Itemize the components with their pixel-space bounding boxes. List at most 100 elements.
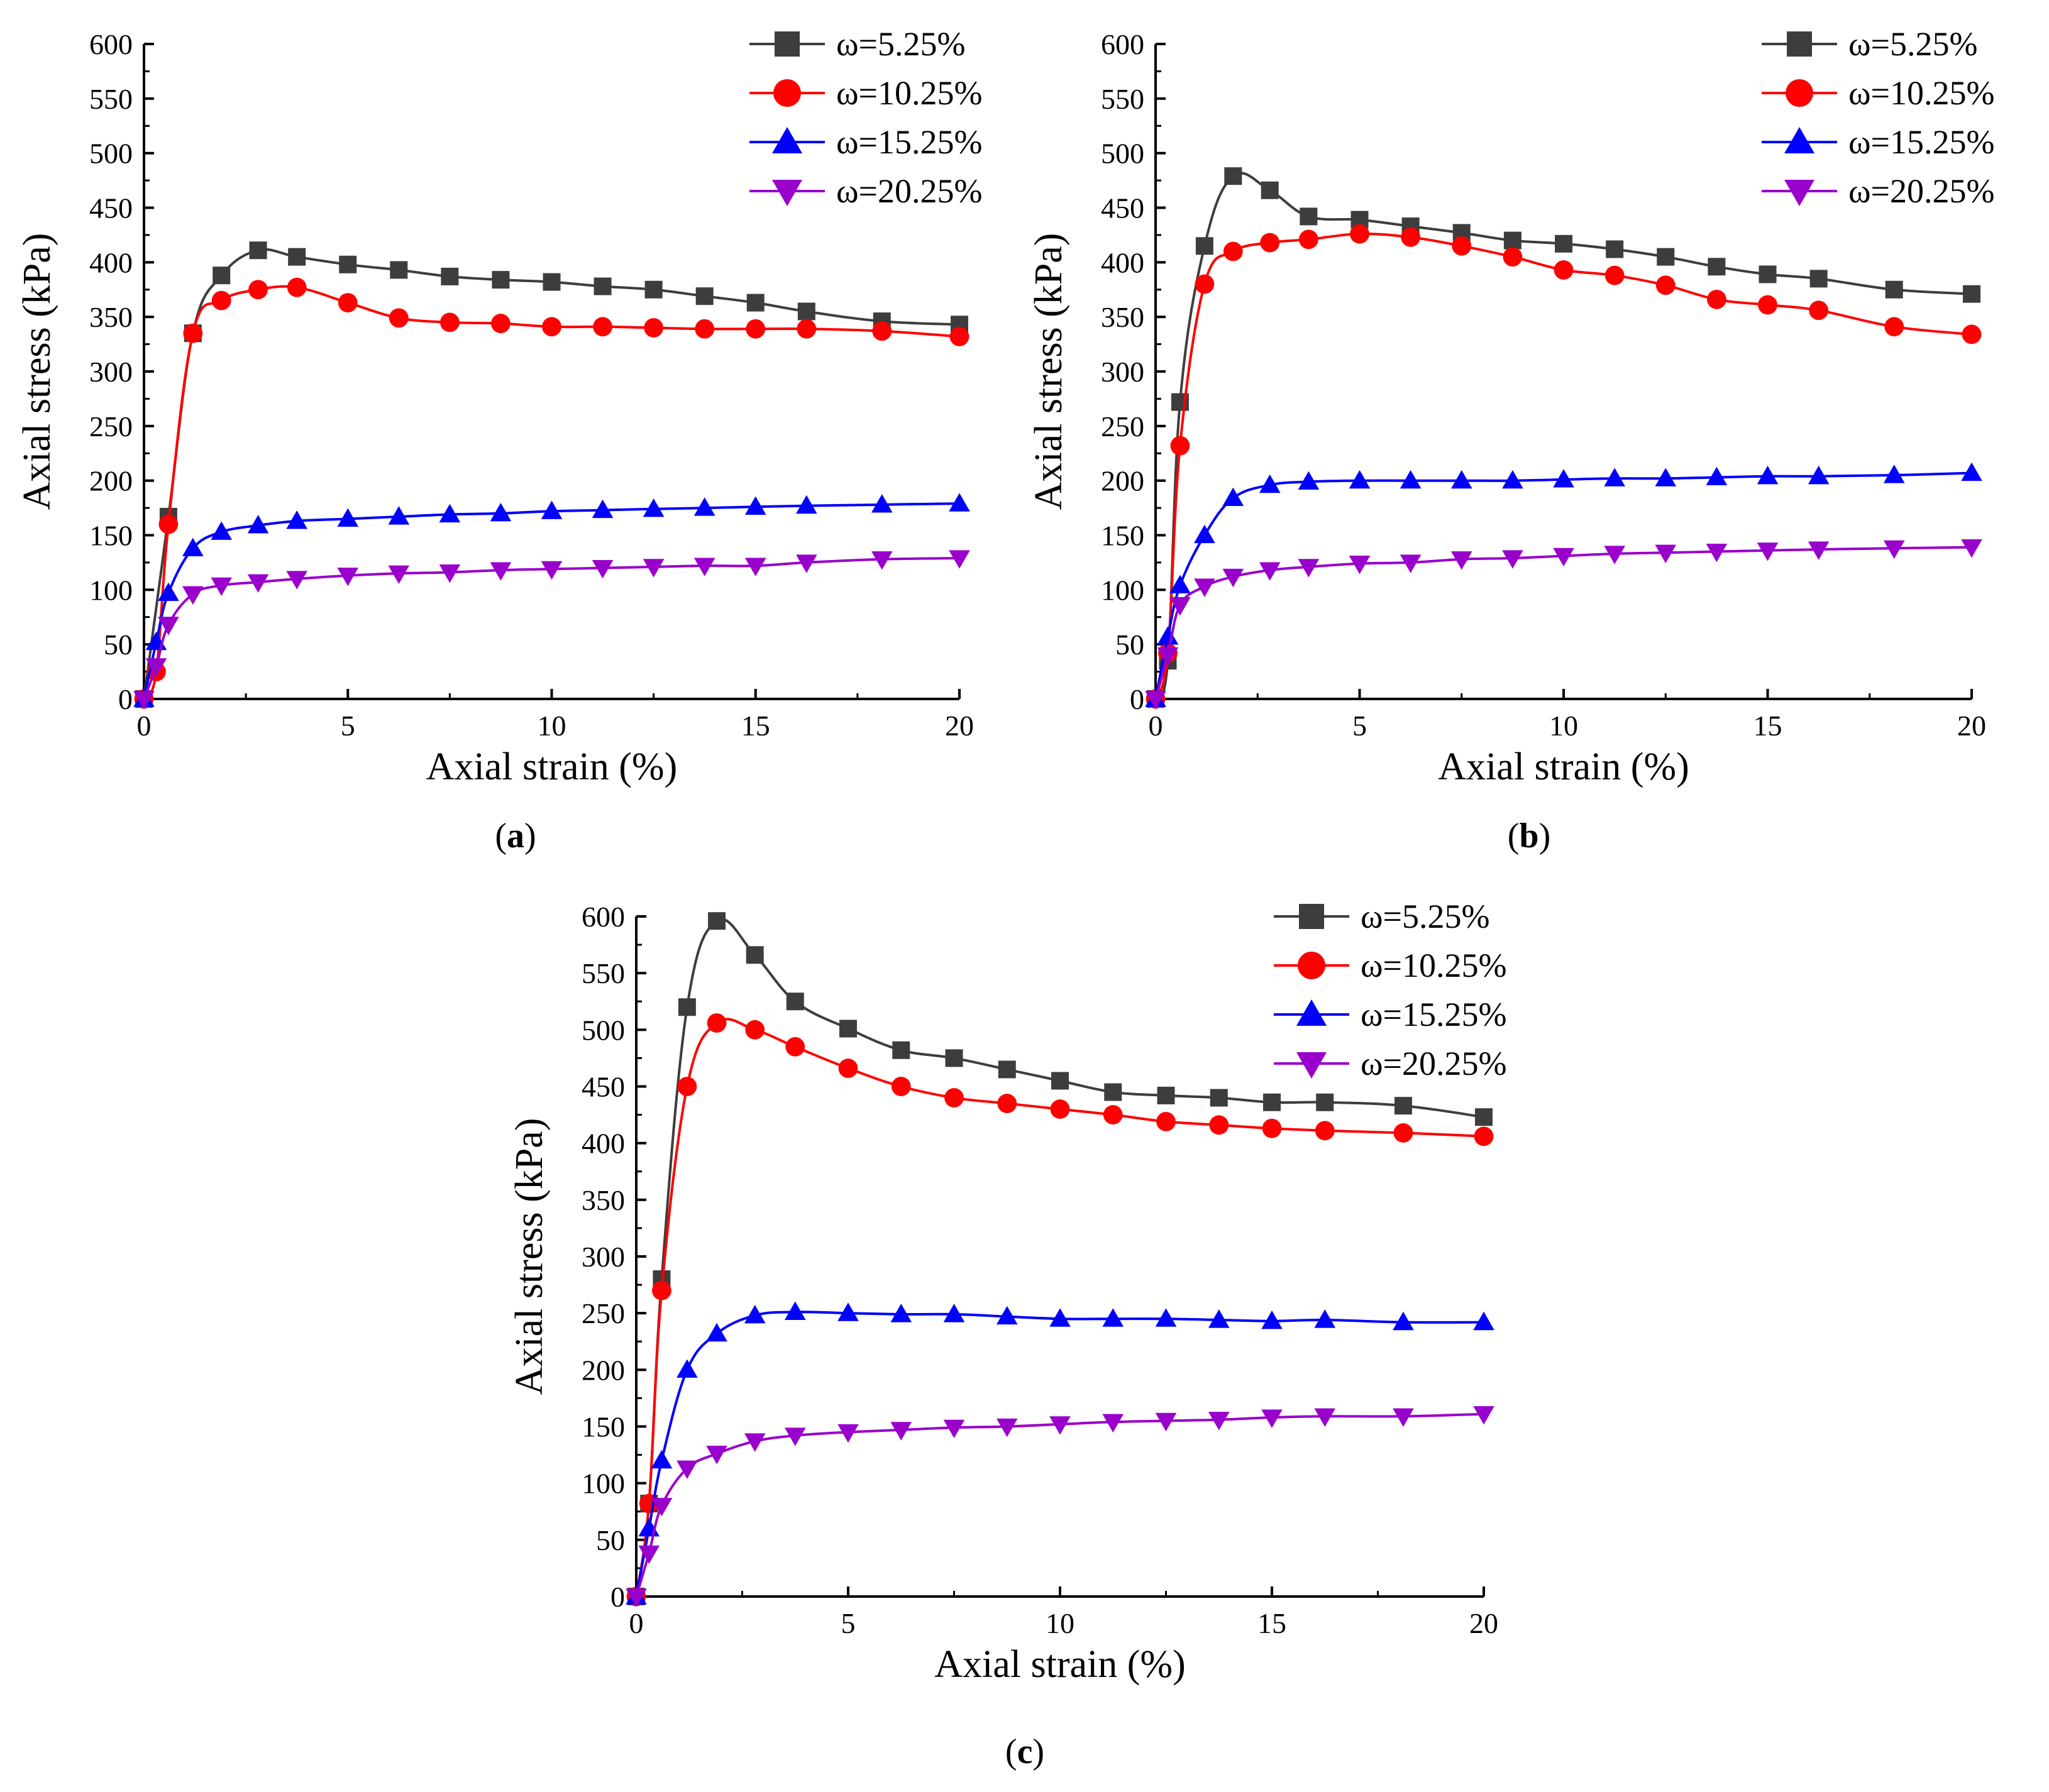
panel-label-c: (c)	[1005, 1732, 1044, 1771]
data-point-triangle-down-marker	[1349, 556, 1371, 574]
data-point-triangle-down-marker	[439, 564, 461, 583]
data-point-triangle-up-marker	[1757, 465, 1779, 485]
series-line	[635, 1412, 1484, 1597]
data-point-circle-marker	[746, 319, 766, 339]
legend-square-marker	[775, 31, 800, 57]
data-point-triangle-down-marker	[592, 560, 614, 579]
y-tick-label: 100	[89, 574, 133, 606]
data-point-triangle-up-marker	[1222, 487, 1244, 507]
data-point-triangle-up-marker	[1393, 1311, 1414, 1331]
data-point-triangle-up-marker	[286, 510, 307, 529]
data-point-triangle-up-marker	[837, 1302, 859, 1321]
legend: ω=5.25% ω=10.25% ω=15.25% ω=20.25%	[1274, 898, 1506, 1082]
legend-triangle-down-marker	[1296, 1052, 1327, 1079]
data-point-circle-marker	[183, 323, 203, 343]
data-point-circle-marker	[211, 290, 231, 311]
data-point-triangle-down-marker	[1208, 1412, 1230, 1431]
x-tick-label: 5	[841, 1607, 856, 1639]
x-tick-label: 20	[1957, 710, 1986, 742]
data-point-triangle-up-marker	[1473, 1311, 1494, 1331]
data-point-circle-marker	[707, 1013, 727, 1033]
svg-text:(a): (a)	[495, 816, 536, 855]
x-tick-label: 20	[945, 710, 974, 742]
data-point-circle-marker	[1655, 275, 1676, 295]
x-axis-label: Axial strain (%)	[426, 745, 677, 788]
data-point-circle-marker	[1170, 436, 1190, 456]
legend: ω=5.25% ω=10.25% ω=15.25% ω=20.25%	[1762, 25, 1994, 210]
y-tick-label: 350	[89, 301, 133, 333]
data-point-triangle-down-marker	[1655, 544, 1677, 564]
y-tick-label: 550	[1101, 83, 1144, 115]
data-point-square-marker	[249, 241, 267, 260]
data-point-triangle-down-marker	[182, 586, 204, 605]
data-point-triangle-down-marker	[1393, 1408, 1414, 1427]
series-2	[1146, 224, 1982, 709]
y-tick-label: 150	[582, 1411, 625, 1443]
data-point-square-marker	[1809, 270, 1828, 288]
panel-label-a-text: a	[507, 816, 524, 855]
data-point-triangle-up-marker	[337, 508, 359, 527]
y-tick-label: 500	[582, 1014, 625, 1046]
y-tick-label: 400	[1101, 246, 1144, 278]
data-point-triangle-down-marker	[1961, 539, 1982, 558]
data-point-triangle-down-marker	[706, 1446, 727, 1465]
data-point-square-marker	[1224, 167, 1242, 185]
data-point-circle-marker	[949, 327, 969, 346]
series-4	[1145, 539, 1982, 710]
series-1	[627, 912, 1493, 1605]
data-point-square-marker	[786, 992, 804, 1011]
series-line	[143, 248, 960, 700]
data-point-triangle-down-marker	[1883, 540, 1905, 559]
legend-label: ω=10.25%	[1361, 947, 1506, 984]
data-point-triangle-up-marker	[871, 494, 893, 513]
data-point-triangle-up-marker	[651, 1449, 673, 1469]
data-point-triangle-up-marker	[1155, 1308, 1177, 1327]
data-point-circle-marker	[389, 308, 409, 328]
data-point-triangle-down-marker	[145, 658, 167, 677]
data-point-triangle-up-marker	[439, 503, 461, 523]
data-point-circle-marker	[1350, 224, 1369, 244]
data-point-triangle-down-marker	[211, 577, 233, 596]
data-point-circle-marker	[997, 1094, 1017, 1113]
data-point-circle-marker	[1262, 1118, 1282, 1138]
data-point-circle-marker	[1393, 1123, 1413, 1143]
data-point-triangle-up-marker	[1349, 470, 1371, 489]
data-point-triangle-up-marker	[592, 499, 614, 519]
x-axis-label: Axial strain (%)	[934, 1643, 1185, 1686]
data-point-circle-marker	[158, 514, 179, 534]
data-point-circle-marker	[872, 321, 892, 341]
data-point-triangle-up-marker	[1259, 474, 1281, 493]
data-point-triangle-up-marker	[744, 1304, 766, 1324]
data-point-triangle-up-marker	[490, 502, 512, 522]
data-point-circle-marker	[644, 318, 664, 338]
data-point-circle-marker	[1554, 260, 1574, 280]
legend-label: ω=15.25%	[1848, 123, 1994, 161]
panel-b: 0 5 10 15 2005010015020025030035040045050055…	[1027, 25, 1994, 788]
series-4	[133, 550, 970, 710]
legend-label: ω=15.25%	[1361, 996, 1506, 1033]
data-point-square-marker	[1657, 248, 1675, 266]
series-1	[135, 241, 968, 708]
data-point-circle-marker	[439, 312, 460, 333]
data-point-circle-marker	[1452, 236, 1472, 256]
y-tick-label: 400	[582, 1128, 625, 1160]
legend-label: ω=5.25%	[836, 25, 965, 63]
data-point-square-marker	[492, 271, 510, 289]
y-tick-label: 600	[1101, 28, 1144, 60]
data-point-circle-marker	[1474, 1126, 1494, 1146]
data-point-triangle-down-marker	[247, 574, 269, 593]
data-point-circle-marker	[1298, 229, 1318, 250]
data-point-circle-marker	[1809, 300, 1829, 321]
data-point-triangle-down-marker	[784, 1427, 806, 1446]
legend-triangle-up-marker	[1784, 127, 1814, 153]
data-point-square-marker	[708, 912, 726, 930]
data-point-triangle-down-marker	[943, 1419, 965, 1439]
data-point-triangle-up-marker	[1169, 574, 1191, 593]
series-line	[1154, 471, 1972, 700]
y-tick-label: 550	[89, 83, 133, 115]
data-point-triangle-up-marker	[796, 495, 817, 514]
data-point-triangle-up-marker	[677, 1359, 698, 1378]
data-point-square-marker	[945, 1049, 963, 1067]
legend-label: ω=20.25%	[836, 172, 982, 210]
data-point-triangle-down-marker	[286, 571, 307, 590]
